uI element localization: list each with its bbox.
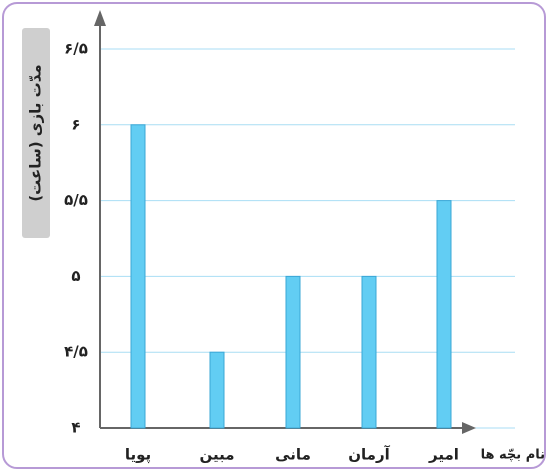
x-axis-label: نام بچّه ها <box>481 448 545 463</box>
y-tick-label: ۴/۵ <box>64 343 88 361</box>
x-tick-label: مانی <box>275 446 311 464</box>
x-axis-arrow <box>462 422 476 434</box>
bar <box>209 351 225 429</box>
bar <box>361 275 377 429</box>
y-tick-label: ۶/۵ <box>64 40 88 58</box>
bar <box>285 275 301 429</box>
bar <box>130 124 146 429</box>
bar <box>436 200 452 429</box>
y-label-box <box>22 28 50 238</box>
x-tick-label: پویا <box>125 446 151 465</box>
x-tick-label: آرمان <box>348 446 390 464</box>
y-tick-label: ۶ <box>71 115 80 133</box>
y-tick-label: ۵ <box>71 267 80 285</box>
y-tick-label: ۵/۵ <box>64 191 88 209</box>
y-tick-label: ۴ <box>71 419 80 437</box>
x-tick-label: مبین <box>199 446 234 464</box>
y-axis-label: مدّت بازی (ساعت) <box>27 64 45 201</box>
y-axis-arrow <box>94 10 106 26</box>
x-tick-label: امیر <box>428 446 459 464</box>
